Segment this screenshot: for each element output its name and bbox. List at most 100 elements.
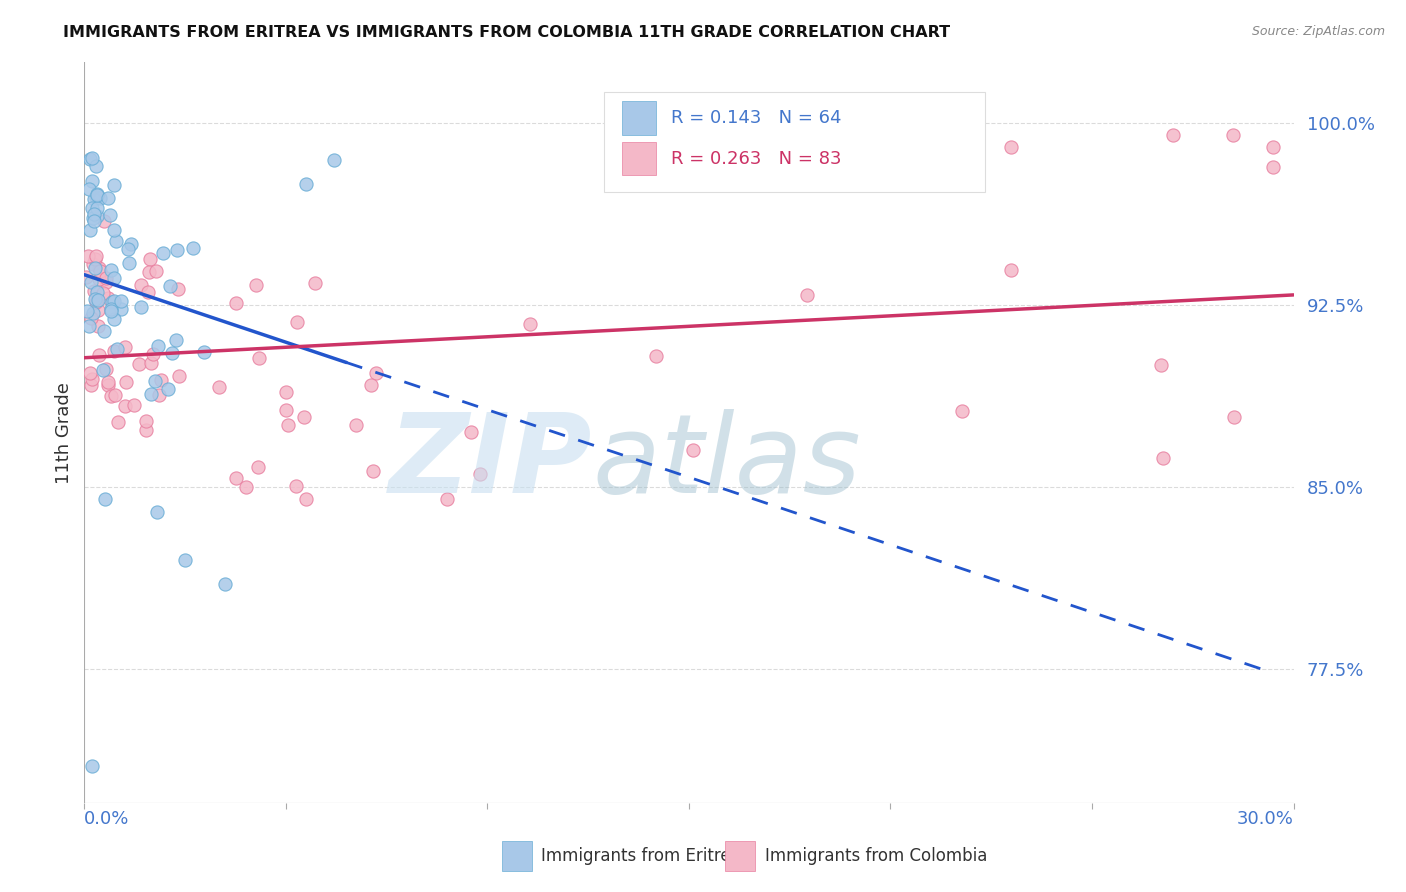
Point [87, 293, 110, 307]
Point [285, 479, 308, 493]
FancyBboxPatch shape [605, 92, 986, 192]
Point [135, 414, 157, 428]
Point [162, 346, 184, 360]
Point [89, 191, 111, 205]
Point [105, 234, 128, 248]
Point [131, 300, 153, 314]
Point [519, 317, 541, 331]
Point [1263, 160, 1285, 174]
Point [110, 301, 132, 316]
Bar [623, 102, 657, 135]
Point [103, 178, 125, 192]
Point [87, 318, 110, 333]
Y-axis label: 11th Grade: 11th Grade [55, 382, 73, 483]
Point [645, 350, 668, 364]
Point [292, 409, 315, 424]
Point [146, 338, 169, 352]
Point [86, 188, 108, 202]
Point [83, 214, 105, 228]
Point [103, 271, 125, 285]
Point [120, 236, 142, 251]
Bar [502, 841, 531, 871]
Text: R = 0.263   N = 83: R = 0.263 N = 83 [671, 150, 841, 168]
Point [682, 442, 704, 457]
Point [139, 387, 162, 401]
Point [100, 263, 122, 277]
Point [360, 378, 382, 392]
Point [1000, 263, 1022, 277]
Point [104, 387, 127, 401]
Point [156, 382, 179, 396]
Point [80, 174, 103, 188]
Point [101, 295, 124, 310]
Point [100, 301, 122, 316]
Point [84, 260, 107, 275]
Point [295, 177, 318, 191]
Point [145, 264, 167, 278]
Point [84, 159, 107, 173]
Point [952, 404, 974, 418]
Point [128, 357, 150, 371]
Point [94, 270, 117, 285]
Point [246, 460, 269, 475]
Point [83, 193, 105, 207]
Point [274, 402, 297, 417]
Point [1161, 128, 1184, 143]
Point [143, 374, 166, 388]
Text: Immigrants from Eritrea: Immigrants from Eritrea [541, 847, 741, 865]
Text: atlas: atlas [592, 409, 860, 516]
Point [105, 342, 128, 356]
Point [100, 304, 122, 318]
Point [87, 272, 110, 286]
Point [89, 264, 111, 278]
Point [146, 504, 169, 518]
Point [136, 285, 159, 299]
Point [117, 242, 139, 256]
Point [103, 293, 125, 308]
Point [86, 187, 108, 202]
Point [80, 372, 103, 386]
Point [114, 375, 136, 389]
Point [103, 344, 125, 359]
Point [166, 281, 188, 295]
Point [84, 190, 107, 204]
Point [84, 292, 107, 306]
Point [159, 279, 181, 293]
Point [1222, 128, 1244, 143]
Point [208, 380, 231, 394]
Point [166, 243, 188, 257]
Point [1263, 140, 1285, 154]
Point [89, 261, 111, 276]
Point [86, 285, 108, 299]
Point [796, 288, 818, 302]
Point [82, 211, 104, 226]
Point [77, 182, 100, 196]
Text: IMMIGRANTS FROM ERITREA VS IMMIGRANTS FROM COLOMBIA 11TH GRADE CORRELATION CHART: IMMIGRANTS FROM ERITREA VS IMMIGRANTS FR… [63, 25, 950, 40]
Point [277, 417, 299, 432]
Point [468, 467, 491, 482]
Point [97, 375, 120, 389]
Text: R = 0.143   N = 64: R = 0.143 N = 64 [671, 109, 841, 127]
Point [79, 153, 101, 167]
Point [118, 256, 141, 270]
Point [97, 378, 120, 392]
Point [77, 248, 100, 262]
Point [93, 492, 115, 507]
Point [149, 373, 172, 387]
Point [436, 492, 458, 507]
Point [361, 464, 384, 478]
Point [129, 277, 152, 292]
Point [80, 151, 103, 165]
Point [75, 269, 97, 284]
Point [103, 311, 125, 326]
Point [93, 324, 115, 338]
Point [86, 201, 108, 215]
Point [110, 293, 132, 308]
Point [96, 275, 118, 289]
Point [225, 471, 247, 485]
Text: 0.0%: 0.0% [84, 810, 129, 828]
Point [323, 153, 346, 167]
Point [287, 315, 309, 329]
Text: Immigrants from Colombia: Immigrants from Colombia [765, 847, 987, 865]
Point [139, 356, 162, 370]
